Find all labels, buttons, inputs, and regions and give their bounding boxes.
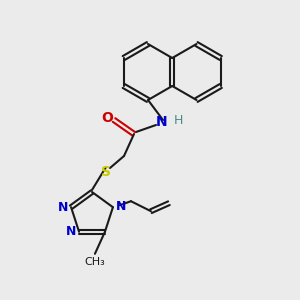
Text: N: N xyxy=(156,115,168,129)
Text: H: H xyxy=(173,113,183,127)
Text: N: N xyxy=(66,225,76,238)
Text: N: N xyxy=(116,200,126,213)
Text: S: S xyxy=(101,165,111,179)
Text: N: N xyxy=(58,201,68,214)
Text: O: O xyxy=(101,111,113,125)
Text: CH₃: CH₃ xyxy=(85,257,105,267)
